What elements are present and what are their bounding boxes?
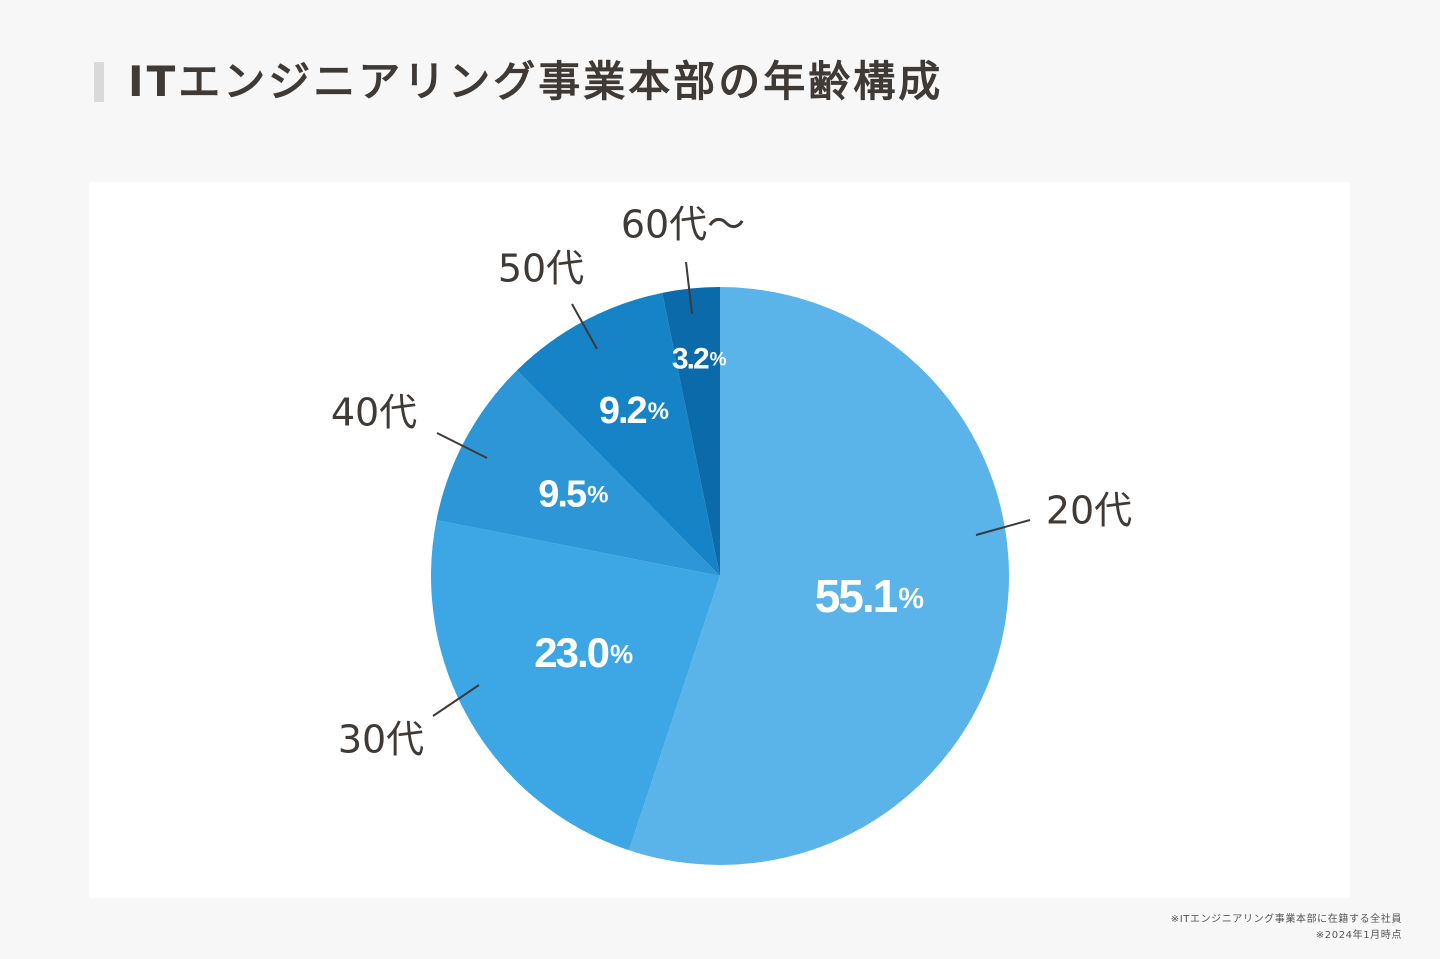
title-accent-bar — [94, 62, 104, 102]
leader-line — [571, 303, 598, 350]
pie-slice — [628, 287, 1009, 865]
footnote-date: ※2024年1月時点 — [1315, 930, 1402, 941]
leader-line — [432, 684, 480, 717]
leader-line — [436, 432, 488, 459]
category-label: 60代〜 — [621, 203, 745, 247]
age-pie-chart: 55.1% 23.0% 9.5% 9.2%3.2 % 20代 30代 40代 50代 60代〜 — [331, 203, 1132, 865]
footnotes: ※ITエンジニアリング事業本部に在籍する全社員 ※2024年1月時点 — [1171, 912, 1402, 944]
footnote-scope: ※ITエンジニアリング事業本部に在籍する全社員 — [1170, 914, 1402, 925]
pie-slice — [431, 520, 720, 851]
slice-value-label: 23.0% — [534, 629, 633, 676]
category-label: 50代 — [498, 247, 584, 291]
page-title: ITエンジニアリング事業本部の年齢構成 — [128, 57, 944, 106]
category-label: 40代 — [331, 391, 417, 435]
slice-value-label: 3.2% — [672, 342, 727, 375]
pie-slice — [662, 287, 720, 576]
slice-value-label: 55.1% — [815, 570, 925, 622]
slice-value-label: 9.5% — [538, 474, 608, 516]
category-label: 30代 — [338, 718, 424, 762]
leader-line — [975, 519, 1031, 536]
slice-value-label: 9.2% — [599, 390, 669, 432]
pie-slice — [436, 370, 720, 576]
category-label: 20代 — [1046, 489, 1132, 533]
chart-card: 55.1% 23.0% 9.5% 9.2% 3.2% 20代 30代 40代 50代 60代〜 — [89, 182, 1350, 898]
pie-slice — [516, 292, 720, 576]
leader-line — [685, 261, 693, 315]
